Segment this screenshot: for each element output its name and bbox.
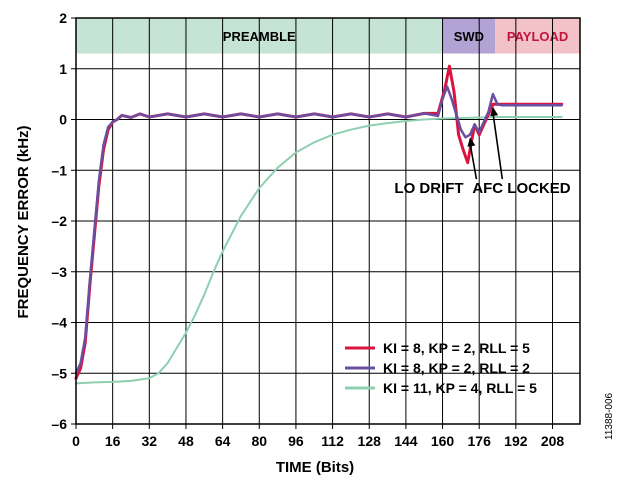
- series-ki8-kp2-rll2-line: [74, 85, 563, 375]
- y-tick-label: –5: [51, 365, 67, 381]
- y-tick-label: –6: [51, 416, 67, 432]
- y-tick-label: 1: [59, 61, 67, 77]
- phase-bands: PREAMBLE SWD PAYLOAD: [76, 18, 580, 54]
- y-tick-label: –2: [51, 213, 67, 229]
- x-tick-label: 112: [321, 433, 344, 449]
- legend: KI = 8, KP = 2, RLL = 5 KI = 8, KP = 2, R…: [345, 340, 537, 396]
- annotation-afc-locked-label: AFC LOCKED: [472, 180, 570, 197]
- axis-ticks: 0 16 32 48 64 80 96 112 128 144 160 176 192 208 2 1 0 –1 –…: [51, 10, 564, 449]
- band-label-swd: SWD: [454, 29, 484, 44]
- x-tick-label: 96: [288, 433, 304, 449]
- x-tick-label: 16: [105, 433, 121, 449]
- x-tick-label: 192: [504, 433, 528, 449]
- x-tick-label: 32: [142, 433, 158, 449]
- x-tick-label: 208: [541, 433, 565, 449]
- x-axis-title: TIME (Bits): [276, 459, 354, 476]
- y-tick-label: –1: [51, 162, 67, 178]
- legend-label-series-ki11-kp4-rll5: KI = 11, KP = 4, RLL = 5: [383, 380, 537, 396]
- x-tick-label: 0: [72, 433, 80, 449]
- annotation-lo-drift-arrow-line: [469, 143, 478, 180]
- annotation-afc-locked-arrow-head: [490, 106, 499, 117]
- y-tick-label: –4: [51, 315, 67, 331]
- y-tick-label: –3: [51, 264, 67, 280]
- y-tick-label: 0: [59, 112, 67, 128]
- x-tick-label: 64: [215, 433, 231, 449]
- data-series: [74, 64, 564, 385]
- x-tick-label: 176: [468, 433, 492, 449]
- legend-label-series-ki8-kp2-rll2: KI = 8, KP = 2, RLL = 2: [383, 360, 530, 376]
- band-swd: [442, 18, 496, 54]
- x-tick-label: 144: [394, 433, 418, 449]
- annotation-afc-locked-arrow-line: [492, 112, 504, 180]
- y-tick-label: 2: [59, 10, 67, 26]
- annotation-lo-drift-label: LO DRIFT: [394, 180, 463, 197]
- x-tick-label: 128: [358, 433, 382, 449]
- series-ki11-kp4-rll5-line: [75, 116, 563, 385]
- band-payload: [495, 18, 580, 54]
- figure-id: 11388-006: [604, 392, 615, 440]
- annotations: LO DRIFT AFC LOCKED: [394, 106, 571, 197]
- annotation-lo-drift-arrow-head: [467, 137, 476, 147]
- x-tick-label: 48: [178, 433, 194, 449]
- x-tick-label: 80: [251, 433, 267, 449]
- y-axis-title: FREQUENCY ERROR (kHz): [15, 125, 32, 318]
- legend-label-series-ki8-kp2-rll5: KI = 8, KP = 2, RLL = 5: [383, 340, 530, 356]
- grid-lines: [76, 18, 580, 424]
- x-tick-label: 160: [431, 433, 455, 449]
